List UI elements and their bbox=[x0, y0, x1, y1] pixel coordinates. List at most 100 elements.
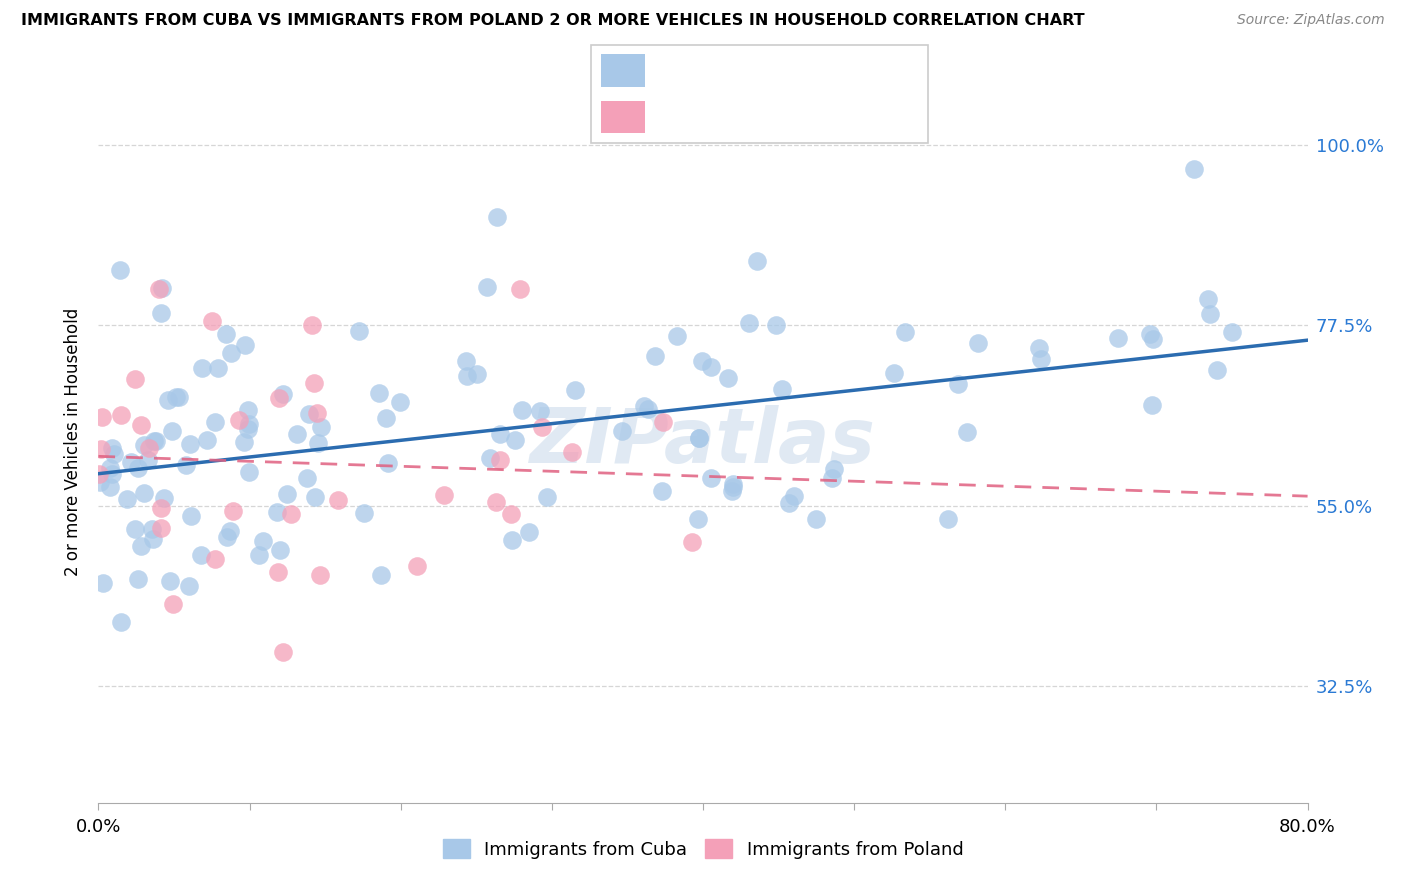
Text: -0.141: -0.141 bbox=[711, 106, 772, 124]
Point bbox=[1139, 327, 1161, 342]
Point bbox=[651, 483, 673, 498]
Point bbox=[370, 567, 392, 582]
Point bbox=[309, 568, 332, 582]
Text: 34: 34 bbox=[858, 106, 880, 124]
Point bbox=[770, 382, 793, 396]
Point bbox=[302, 376, 325, 390]
Point bbox=[149, 521, 172, 535]
Text: N =: N = bbox=[800, 62, 837, 80]
Point bbox=[821, 471, 844, 485]
Point bbox=[132, 486, 155, 500]
Point bbox=[101, 441, 124, 455]
Text: ZIPatlas: ZIPatlas bbox=[530, 405, 876, 478]
Point bbox=[280, 507, 302, 521]
Point bbox=[406, 559, 429, 574]
Point bbox=[247, 548, 270, 562]
Point bbox=[644, 349, 666, 363]
Point bbox=[266, 505, 288, 519]
Point bbox=[233, 337, 256, 351]
Point bbox=[517, 525, 540, 540]
Point bbox=[530, 419, 553, 434]
Point bbox=[1142, 332, 1164, 346]
Point bbox=[136, 453, 159, 467]
Point bbox=[967, 335, 990, 350]
Point bbox=[765, 318, 787, 332]
Y-axis label: 2 or more Vehicles in Household: 2 or more Vehicles in Household bbox=[65, 308, 83, 575]
Point bbox=[238, 465, 260, 479]
Text: Source: ZipAtlas.com: Source: ZipAtlas.com bbox=[1237, 13, 1385, 28]
Point bbox=[529, 404, 551, 418]
Point bbox=[148, 282, 170, 296]
Point bbox=[165, 390, 187, 404]
Point bbox=[98, 461, 121, 475]
Point bbox=[564, 384, 586, 398]
Point bbox=[1140, 398, 1163, 412]
Point bbox=[721, 476, 744, 491]
Point bbox=[129, 417, 152, 432]
Point bbox=[179, 436, 201, 450]
Point bbox=[368, 386, 391, 401]
Point bbox=[207, 360, 229, 375]
Text: 0.224: 0.224 bbox=[711, 62, 765, 80]
Point bbox=[218, 524, 240, 539]
Point bbox=[503, 434, 526, 448]
Point bbox=[201, 314, 224, 328]
Point bbox=[219, 346, 242, 360]
Point bbox=[301, 318, 323, 333]
Point bbox=[232, 435, 254, 450]
Point bbox=[120, 455, 142, 469]
Point bbox=[692, 354, 714, 368]
Point bbox=[353, 506, 375, 520]
Point bbox=[215, 327, 238, 342]
Point bbox=[103, 447, 125, 461]
Point bbox=[309, 420, 332, 434]
Text: R =: R = bbox=[658, 62, 695, 80]
Point bbox=[956, 425, 979, 439]
Point bbox=[721, 480, 744, 494]
Point bbox=[150, 306, 173, 320]
Point bbox=[688, 431, 710, 445]
Point bbox=[138, 441, 160, 455]
Point bbox=[174, 458, 197, 472]
Point bbox=[91, 410, 114, 425]
Point bbox=[478, 450, 501, 465]
Point bbox=[501, 508, 523, 522]
Point bbox=[377, 456, 399, 470]
Point bbox=[475, 280, 498, 294]
Point bbox=[1220, 325, 1243, 339]
Point bbox=[347, 324, 370, 338]
Point bbox=[142, 532, 165, 546]
Point bbox=[236, 402, 259, 417]
Point bbox=[823, 462, 845, 476]
Text: N =: N = bbox=[800, 106, 837, 124]
Point bbox=[269, 391, 291, 405]
Point bbox=[222, 504, 245, 518]
Point bbox=[938, 512, 960, 526]
Point bbox=[946, 377, 969, 392]
Point bbox=[204, 415, 226, 429]
Point bbox=[681, 535, 703, 549]
Point bbox=[637, 402, 659, 417]
Point bbox=[804, 512, 827, 526]
Point bbox=[561, 444, 583, 458]
Point bbox=[716, 371, 738, 385]
Point bbox=[700, 360, 723, 375]
Point bbox=[276, 487, 298, 501]
Point bbox=[150, 281, 173, 295]
Point bbox=[686, 512, 709, 526]
Point bbox=[98, 480, 121, 494]
Text: 124: 124 bbox=[858, 62, 891, 80]
Point bbox=[236, 422, 259, 436]
Point bbox=[1108, 331, 1130, 345]
Point bbox=[124, 522, 146, 536]
Point bbox=[124, 372, 146, 386]
Point bbox=[745, 254, 768, 268]
Point bbox=[271, 386, 294, 401]
Point bbox=[1206, 363, 1229, 377]
Point bbox=[501, 533, 523, 548]
Bar bbox=[600, 54, 644, 87]
Point bbox=[486, 211, 509, 225]
Point bbox=[666, 328, 689, 343]
Point bbox=[153, 491, 176, 505]
Point bbox=[90, 442, 112, 457]
